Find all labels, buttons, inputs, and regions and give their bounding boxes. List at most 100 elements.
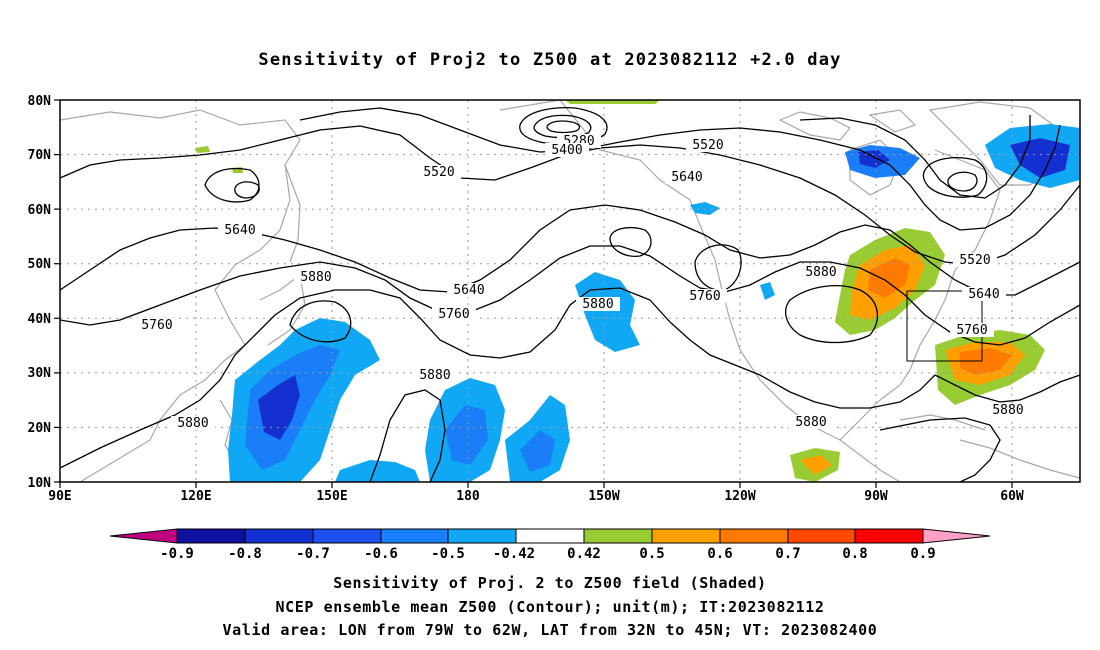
neg-region-subtropical [575,272,640,352]
contour-closed-low-west-2 [234,181,260,199]
colorbar: -0.9 -0.8 -0.7 -0.6 -0.5 -0.42 0.42 0.5 … [109,528,991,562]
coast-japan [259,273,306,346]
coast-caribbean [899,414,986,431]
colorbar-tick-label: -0.8 [228,546,262,562]
colorbar-box-2 [244,528,314,544]
lon-label-180: 180 [456,489,480,504]
chart-title: Sensitivity of Proj2 to Z500 at 20230821… [258,50,842,70]
contour-5760 [60,245,1080,346]
lon-label-60w: 60W [1000,489,1024,504]
contour-label-5520-west: 5520 [417,165,461,180]
coast-alaska [499,100,716,261]
pos-region-arctic [565,100,660,104]
caption-line-1: Sensitivity of Proj. 2 to Z500 field (Sh… [333,574,767,592]
neg-region-small-2 [760,282,775,300]
colorbar-max-triangle [922,528,991,544]
coast-kamchatka [284,164,301,263]
svg-text:5880: 5880 [300,270,331,285]
colorbar-tick-label: -0.5 [431,546,465,562]
map-frame [59,99,1081,483]
lat-label-40n: 40N [28,312,52,327]
sensitivity-shading [195,100,1080,482]
svg-text:5880: 5880 [419,368,450,383]
colorbar-tick-label: 0.5 [639,546,664,562]
colorbar-box-3 [312,528,382,544]
pos-region-east-us-core [868,258,910,298]
svg-text:5640: 5640 [453,283,484,298]
contour-label-5760-west: 5760 [135,318,179,333]
svg-text:5520: 5520 [959,253,990,268]
caption-line-2: NCEP ensemble mean Z500 (Contour); unit(… [275,598,825,616]
coast-asia [60,109,301,482]
svg-text:5520: 5520 [692,138,723,153]
colorbar-tick-label: 0.6 [707,546,732,562]
colorbar-box-1 [176,528,246,544]
neg-region-west-pacific-deep [258,375,300,440]
svg-text:5400: 5400 [551,143,582,158]
contour-label-5640-pacific: 5640 [447,283,491,298]
svg-text:5880: 5880 [805,265,836,280]
colorbar-box-7 [583,528,653,544]
lat-label-20n: 20N [28,421,52,436]
lon-label-150w: 150W [588,489,619,504]
contour-5280 [799,115,1031,199]
lat-label-10n: 10N [28,476,52,491]
map-panel: 5280 5400 5520 5520 5520 5640 5640 5640 … [28,94,1081,504]
pos-region-gulf-orange [800,455,832,475]
contour-label-5880-dateline: 5880 [413,368,457,383]
contour-label-5760-atlantic: 5760 [950,323,994,338]
contour-5880-east [934,374,1080,403]
contour-arctic-low-3 [546,120,581,134]
contour-label-5760-pacific: 5760 [432,307,476,322]
svg-text:5760: 5760 [689,289,720,304]
colorbar-tick-label: 0.8 [842,546,867,562]
contour-label-5640-central: 5640 [665,170,709,185]
colorbar-tick-label: 0.42 [567,546,601,562]
lat-label-70n: 70N [28,148,52,163]
svg-text:5880: 5880 [992,403,1023,418]
lon-labels: 90E 120E 150E 180 150W 120W 90W 60W [48,489,1024,504]
contour-label-5520-central: 5520 [686,138,730,153]
svg-text:5640: 5640 [968,287,999,302]
coast-na-east [934,149,1001,271]
lon-label-90e: 90E [48,489,71,504]
svg-text:5640: 5640 [224,223,255,238]
contour-label-5880-philippines: 5880 [171,416,215,431]
lat-label-80n: 80N [28,94,52,109]
neg-region-dateline [335,460,420,482]
svg-text:5520: 5520 [423,165,454,180]
colorbar-min-triangle [109,528,178,544]
lat-label-50n: 50N [28,257,52,272]
svg-text:5880: 5880 [795,415,826,430]
contour-arctic-low-2 [533,114,592,139]
colorbar-box-8 [651,528,721,544]
lat-label-60n: 60N [28,203,52,218]
colorbar-tick-label: -0.7 [296,546,330,562]
colorbar-tick-label: 0.7 [775,546,800,562]
colorbar-tick-label: -0.6 [364,546,398,562]
caption-line-3: Valid area: LON from 79W to 62W, LAT fro… [222,621,878,639]
svg-text:5880: 5880 [582,297,613,312]
contour-5880-closed-west [289,300,352,343]
coast-south-america [959,439,1080,479]
colorbar-tick-label: -0.42 [493,546,535,562]
lon-label-120e: 120E [180,489,211,504]
svg-text:5760: 5760 [438,307,469,322]
svg-text:5880: 5880 [177,416,208,431]
contour-closed-low-east-pacific [694,244,742,291]
colorbar-tick-labels: -0.9 -0.8 -0.7 -0.6 -0.5 -0.42 0.42 0.5 … [160,546,936,562]
colorbar-box-11 [854,528,924,544]
contour-label-5640-west: 5640 [218,223,262,238]
colorbar-box-9 [719,528,789,544]
contour-closed-low-central [609,227,652,257]
coast-arctic-islands [778,109,917,141]
lon-label-150e: 150E [316,489,347,504]
colorbar-box-10 [787,528,856,544]
contour-5880-caribbean [879,417,1001,482]
contour-5400 [299,107,1061,231]
lon-label-120w: 120W [724,489,755,504]
contour-closed-low-canada [922,157,988,198]
contour-5880-lower [369,389,446,482]
contour-closed-low-canada-2 [947,171,978,192]
